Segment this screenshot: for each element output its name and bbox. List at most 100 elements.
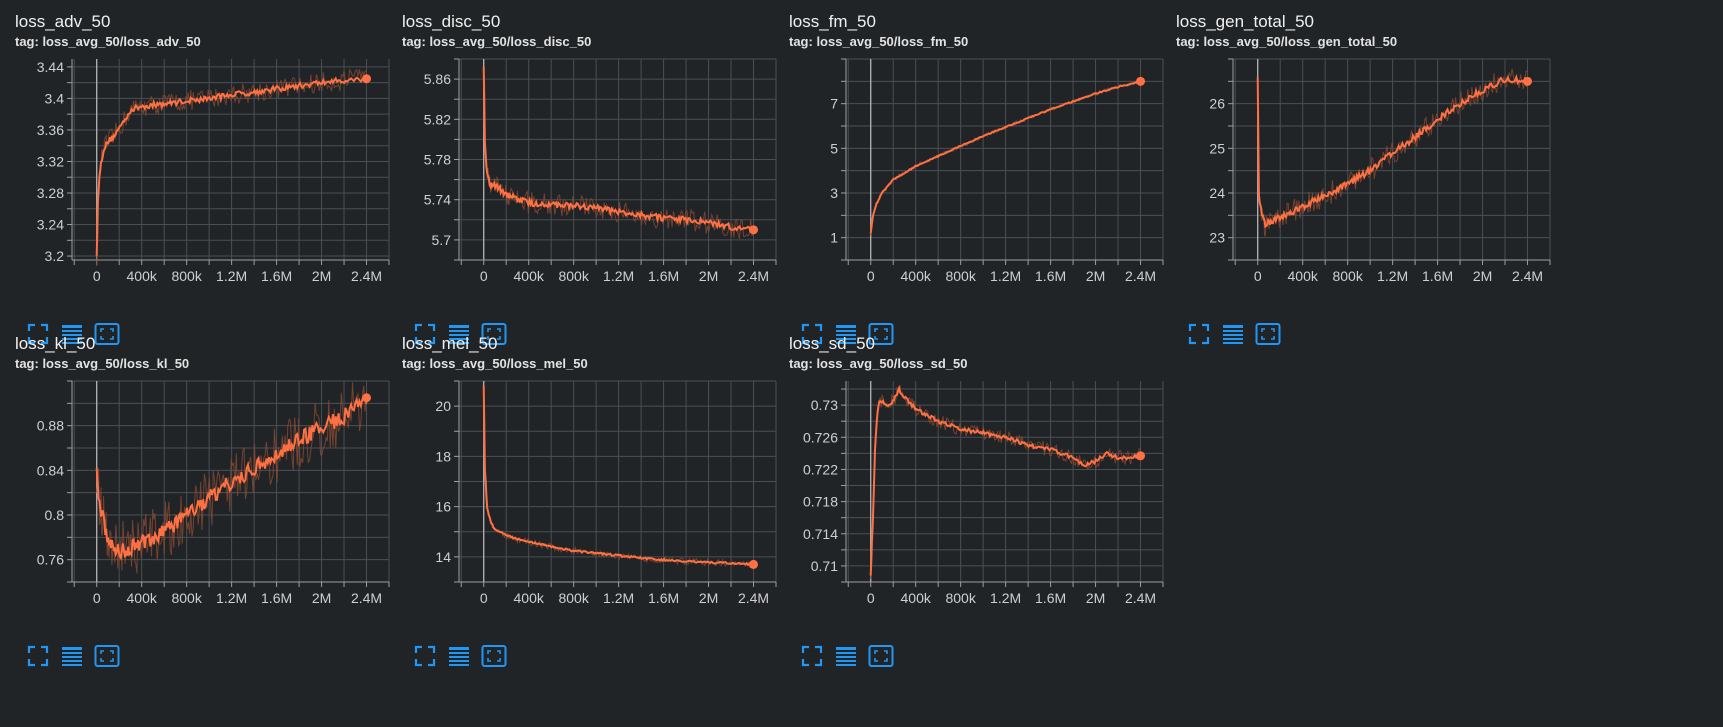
fullscreen-icon[interactable] bbox=[413, 644, 437, 668]
x-tick-label: 2.4M bbox=[1125, 590, 1156, 606]
toggle-data-icon[interactable] bbox=[834, 644, 858, 668]
x-tick-label: 1.2M bbox=[990, 590, 1021, 606]
fullscreen-icon[interactable] bbox=[413, 322, 437, 346]
y-tick-label: 0.76 bbox=[37, 552, 64, 568]
y-tick-label: 0.84 bbox=[37, 462, 64, 478]
x-tick-label: 0 bbox=[93, 590, 101, 606]
fit-domain-icon[interactable] bbox=[868, 322, 894, 346]
chart-card: loss_sd_50 tag: loss_avg_50/loss_sd_50 0.7… bbox=[774, 322, 1199, 676]
y-tick-label: 0.8 bbox=[45, 507, 65, 523]
y-tick-label: 3.28 bbox=[37, 185, 64, 201]
y-tick-label: 1 bbox=[830, 230, 838, 246]
last-point-marker bbox=[749, 225, 759, 235]
y-tick-label: 5.74 bbox=[424, 192, 451, 208]
line-chart[interactable]: 1 3 5 7 0 400k 800k 1.2M 1.6M 2M 2.4M bbox=[774, 52, 1199, 304]
smoothed-series-line bbox=[95, 75, 368, 256]
chart-tag: tag: loss_avg_50/loss_adv_50 bbox=[15, 34, 201, 49]
line-chart[interactable]: 5.7 5.74 5.78 5.82 5.86 0 400k 800k 1.2M 1.6M 2M 2.… bbox=[387, 52, 812, 304]
chart-title: loss_gen_total_50 bbox=[1176, 12, 1315, 31]
x-tick-label: 800k bbox=[1332, 268, 1363, 284]
x-tick-label: 1.6M bbox=[1035, 590, 1066, 606]
line-chart[interactable]: 23 24 25 26 0 400k 800k 1.2M 1.6M 2M 2.4M bbox=[1161, 52, 1586, 304]
chart-tag: tag: loss_avg_50/loss_mel_50 bbox=[402, 356, 588, 371]
y-tick-label: 0.718 bbox=[803, 494, 838, 510]
chart-title: loss_mel_50 bbox=[402, 334, 498, 353]
y-tick-label: 0.88 bbox=[37, 418, 64, 434]
fullscreen-icon[interactable] bbox=[26, 322, 50, 346]
x-tick-label: 1.6M bbox=[648, 590, 679, 606]
line-chart[interactable]: 14 16 18 20 0 400k 800k 1.2M 1.6M 2M 2.4M bbox=[387, 374, 812, 626]
x-tick-label: 1.2M bbox=[1377, 268, 1408, 284]
y-tick-label: 0.726 bbox=[803, 429, 838, 445]
chart-title: loss_sd_50 bbox=[789, 334, 876, 353]
chart-tag: tag: loss_avg_50/loss_disc_50 bbox=[402, 34, 592, 49]
x-tick-label: 1.2M bbox=[216, 590, 247, 606]
chart-title: loss_disc_50 bbox=[402, 12, 501, 31]
fullscreen-icon[interactable] bbox=[800, 322, 824, 346]
y-tick-label: 5.86 bbox=[424, 71, 451, 87]
y-tick-label: 16 bbox=[435, 499, 451, 515]
x-tick-label: 800k bbox=[171, 590, 202, 606]
fit-domain-icon[interactable] bbox=[481, 322, 507, 346]
toggle-data-icon[interactable] bbox=[447, 644, 471, 668]
chart-card: loss_gen_total_50 tag: loss_avg_50/loss_g… bbox=[1161, 0, 1586, 354]
line-chart[interactable]: 0.71 0.714 0.718 0.722 0.726 0.73 0 400k 800k 1.2… bbox=[774, 374, 1199, 626]
x-tick-label: 1.2M bbox=[603, 268, 634, 284]
y-tick-label: 25 bbox=[1209, 140, 1225, 156]
toggle-data-icon[interactable] bbox=[447, 322, 471, 346]
fullscreen-icon[interactable] bbox=[26, 644, 50, 668]
y-tick-label: 18 bbox=[435, 448, 451, 464]
x-tick-label: 2.4M bbox=[738, 268, 769, 284]
y-tick-label: 3.4 bbox=[45, 90, 65, 106]
y-tick-label: 3.32 bbox=[37, 153, 64, 169]
x-tick-label: 0 bbox=[480, 590, 488, 606]
fit-domain-icon[interactable] bbox=[481, 644, 507, 668]
x-tick-label: 800k bbox=[558, 268, 589, 284]
x-tick-label: 2M bbox=[1086, 268, 1105, 284]
fit-domain-icon[interactable] bbox=[1255, 322, 1281, 346]
smoothed-series-line bbox=[869, 384, 1141, 576]
toggle-data-icon[interactable] bbox=[834, 322, 858, 346]
chart-title: loss_fm_50 bbox=[789, 12, 876, 31]
x-tick-label: 1.2M bbox=[990, 268, 1021, 284]
y-tick-label: 3.44 bbox=[37, 59, 64, 75]
y-tick-label: 20 bbox=[435, 398, 451, 414]
fit-domain-icon[interactable] bbox=[868, 644, 894, 668]
smoothed-series-line bbox=[482, 385, 754, 567]
x-tick-label: 0 bbox=[867, 268, 875, 284]
y-tick-label: 24 bbox=[1209, 185, 1225, 201]
y-tick-label: 7 bbox=[830, 96, 838, 112]
x-tick-label: 2M bbox=[312, 268, 331, 284]
toggle-data-icon[interactable] bbox=[60, 322, 84, 346]
chart-card: loss_fm_50 tag: loss_avg_50/loss_fm_50 1 3 5… bbox=[774, 0, 1199, 354]
x-tick-label: 1.2M bbox=[603, 590, 634, 606]
x-tick-label: 0 bbox=[867, 590, 875, 606]
x-tick-label: 400k bbox=[127, 268, 158, 284]
y-tick-label: 5 bbox=[830, 140, 838, 156]
line-chart[interactable]: 3.2 3.24 3.28 3.32 3.36 3.4 3.44 0 400k 800k 1.2M 1… bbox=[0, 52, 425, 304]
y-tick-label: 5.82 bbox=[424, 111, 451, 127]
toggle-data-icon[interactable] bbox=[60, 644, 84, 668]
x-tick-label: 400k bbox=[127, 590, 158, 606]
x-tick-label: 2M bbox=[1473, 268, 1492, 284]
last-point-marker bbox=[362, 393, 372, 403]
y-tick-label: 5.7 bbox=[432, 232, 452, 248]
y-tick-label: 0.722 bbox=[803, 461, 838, 477]
fullscreen-icon[interactable] bbox=[800, 644, 824, 668]
smoothed-series-line bbox=[95, 396, 368, 561]
chart-tag: tag: loss_avg_50/loss_kl_50 bbox=[15, 356, 190, 371]
chart-tag: tag: loss_avg_50/loss_fm_50 bbox=[789, 34, 969, 49]
chart-tag: tag: loss_avg_50/loss_gen_total_50 bbox=[1176, 34, 1398, 49]
y-tick-label: 0.714 bbox=[803, 526, 838, 542]
smoothed-series-line bbox=[1256, 73, 1529, 229]
toggle-data-icon[interactable] bbox=[1221, 322, 1245, 346]
fullscreen-icon[interactable] bbox=[1187, 322, 1211, 346]
smoothed-series-line bbox=[482, 66, 755, 233]
fit-domain-icon[interactable] bbox=[94, 322, 120, 346]
line-chart[interactable]: 0.76 0.8 0.84 0.88 0 400k 800k 1.2M 1.6M 2M 2.4M bbox=[0, 374, 425, 626]
x-tick-label: 2.4M bbox=[351, 590, 382, 606]
chart-card: loss_kl_50 tag: loss_avg_50/loss_kl_50 0.7… bbox=[0, 322, 425, 676]
y-tick-label: 3.2 bbox=[45, 248, 65, 264]
fit-domain-icon[interactable] bbox=[94, 644, 120, 668]
last-point-marker bbox=[362, 74, 372, 84]
